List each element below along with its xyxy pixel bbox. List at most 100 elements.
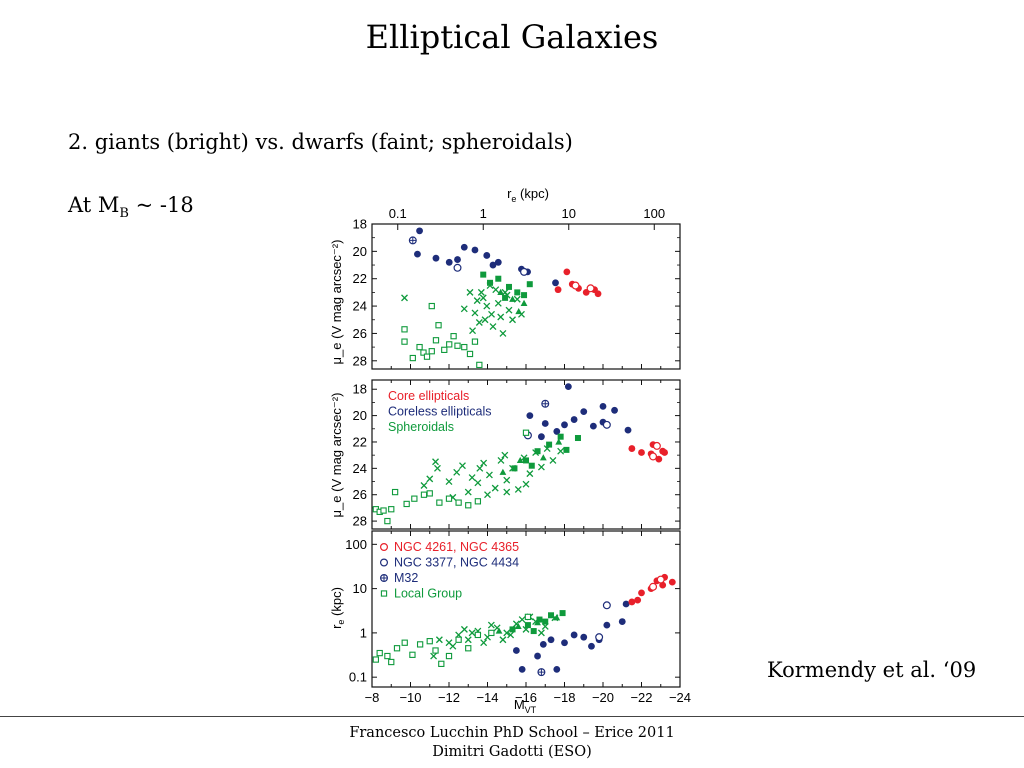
x-tick-label: −8 <box>365 690 380 705</box>
data-point-local-group <box>388 658 395 666</box>
data-point-coreless-open <box>595 633 604 642</box>
y-tick-label: 100 <box>345 537 367 552</box>
data-point-coreless <box>553 665 561 673</box>
legend-marker <box>380 573 389 582</box>
data-point-local-group <box>450 333 457 340</box>
footer-line-1: Francesco Lucchin PhD School – Erice 201… <box>349 725 675 741</box>
data-point-local-group <box>376 649 383 657</box>
y-tick-label: 24 <box>353 299 367 314</box>
data-point-coreless <box>534 652 541 660</box>
data-point-core <box>668 578 676 586</box>
data-point-local-group <box>438 660 445 667</box>
data-point-coreless <box>561 639 568 647</box>
top-axis-label: re (kpc) <box>507 186 549 204</box>
data-point-coreless <box>570 416 578 423</box>
data-point-spheroidal <box>511 465 518 472</box>
data-point-spheroidal <box>473 297 481 305</box>
x-tick-label: −16 <box>515 690 537 705</box>
data-point-local-group <box>445 495 453 502</box>
data-point-coreless <box>518 665 526 673</box>
bullet-giants-vs-dwarfs: 2. giants (bright) vs. dwarfs (faint; sp… <box>68 130 573 154</box>
data-point-spheroidal <box>537 463 545 471</box>
data-point-local-group <box>445 652 453 660</box>
data-point-coreless <box>414 250 421 258</box>
data-point-spheroidal <box>459 462 466 470</box>
y-tick-label: 1 <box>360 625 367 640</box>
data-point-core <box>634 596 642 604</box>
data-point-spheroidal <box>548 612 555 619</box>
data-point-coreless <box>580 633 588 641</box>
data-point-coreless <box>489 261 497 269</box>
y-tick-label: 24 <box>353 461 367 476</box>
data-point-spheroidal <box>479 294 487 302</box>
data-point-core-open <box>649 452 658 461</box>
legend-label: NGC 3377, NGC 4434 <box>394 556 519 570</box>
data-point-local-group <box>465 645 472 652</box>
x-tick-label: −10 <box>399 690 421 705</box>
data-point-coreless <box>580 408 588 416</box>
data-point-spheroidal <box>537 629 545 637</box>
data-point-local-group <box>524 613 532 621</box>
plot-frame <box>371 530 681 688</box>
data-point-local-group <box>388 506 395 513</box>
data-point-spheroidal <box>426 475 434 483</box>
data-point-spheroidal <box>507 631 515 639</box>
data-point-spheroidal <box>542 618 549 625</box>
data-point-local-group <box>403 500 410 508</box>
legend-label: Coreless ellipticals <box>388 405 492 419</box>
data-point-spheroidal <box>505 283 512 290</box>
y-tick-label: 28 <box>353 514 367 529</box>
data-point-local-group <box>416 343 423 351</box>
data-point-spheroidal <box>497 313 505 321</box>
panel-top: 18 20 22 24 26 28 0.1 1 10 100 <box>353 206 681 370</box>
data-point-spheroidal <box>480 639 488 647</box>
data-point-core-open <box>652 441 661 450</box>
data-point-local-group <box>466 350 474 358</box>
data-point-spheroidal <box>432 458 439 466</box>
data-point-core <box>655 455 663 463</box>
data-point-spheroidal <box>503 476 511 484</box>
x-tick-label: −22 <box>630 690 652 705</box>
data-point-spheroidal <box>536 616 543 623</box>
data-point-spheroidal <box>509 295 516 302</box>
data-point-spheroidal <box>503 629 511 637</box>
data-point-spheroidal <box>499 468 507 475</box>
data-point-spheroidal <box>420 482 428 489</box>
data-point-spheroidal <box>430 652 438 660</box>
y-tick-label: 22 <box>353 434 367 449</box>
data-point-local-group <box>428 302 435 310</box>
y-tick-label: 26 <box>353 326 367 341</box>
data-point-spheroidal <box>553 614 561 621</box>
data-point-spheroidal <box>539 454 547 461</box>
data-point-coreless-open <box>453 263 462 272</box>
data-point-spheroidal <box>514 485 522 493</box>
data-point-local-group <box>426 490 433 497</box>
data-point-spheroidal <box>460 625 468 633</box>
data-point-spheroidal <box>505 306 513 314</box>
data-point-coreless-open <box>602 601 611 610</box>
data-point-local-group <box>474 498 482 505</box>
data-point-local-group <box>393 645 401 652</box>
data-point-local-group <box>488 629 495 637</box>
y-tick-label: 10 <box>353 581 367 596</box>
x-tick-label: −24 <box>669 690 691 705</box>
data-point-coreless <box>512 647 520 654</box>
data-point-spheroidal <box>509 626 516 633</box>
data-point-spheroidal <box>574 435 581 442</box>
panel-bottom-xlabel: MVT <box>514 697 537 715</box>
data-point-spheroidal <box>476 464 484 472</box>
x-tick-label: −18 <box>553 690 575 705</box>
data-point-spheroidal <box>401 294 408 302</box>
data-point-local-group <box>380 507 387 514</box>
data-point-coreless <box>471 246 479 254</box>
data-point-spheroidal <box>445 478 453 485</box>
data-point-spheroidal <box>475 319 483 326</box>
data-point-spheroidal <box>509 316 516 324</box>
data-point-spheroidal <box>518 616 526 624</box>
data-point-spheroidal <box>481 316 489 324</box>
data-point-coreless <box>553 428 561 435</box>
data-point-coreless-open <box>520 267 529 276</box>
data-point-spheroidal <box>528 462 535 469</box>
data-point-spheroidal <box>474 479 482 487</box>
